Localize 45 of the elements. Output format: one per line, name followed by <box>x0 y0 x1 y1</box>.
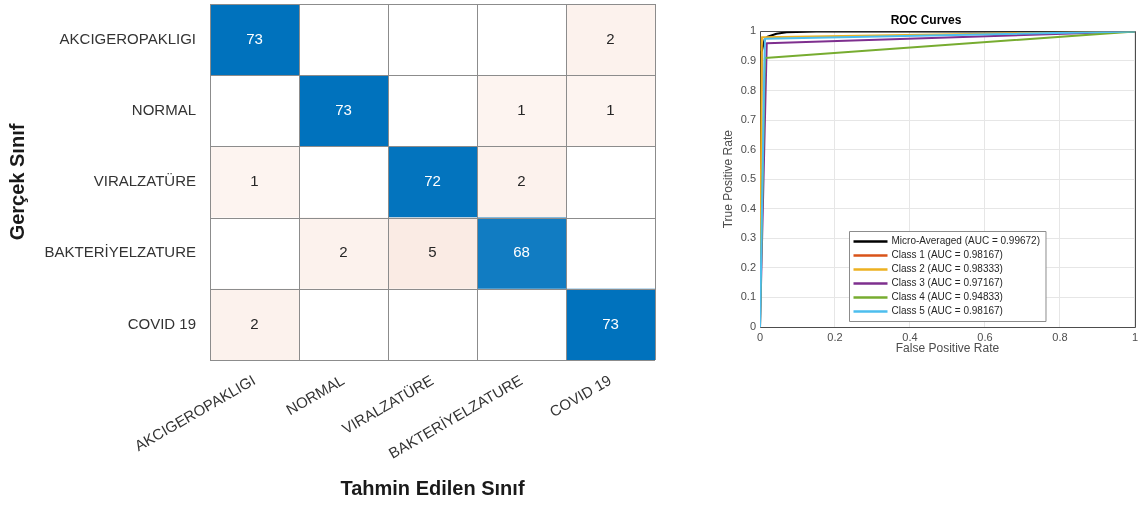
data-label: 1 <box>250 172 259 190</box>
data-label: 68 <box>513 243 530 261</box>
y-tick-label: 0.9 <box>740 53 756 66</box>
data-label: 1 <box>606 100 615 118</box>
y-tick-label: NORMAL <box>131 100 196 118</box>
legend-label: Micro-Averaged (AUC = 0.99672) <box>891 235 1040 247</box>
y-tick-label: 1 <box>749 24 756 37</box>
x-tick-label: 0.8 <box>1052 330 1068 343</box>
data-label: 2 <box>606 29 615 47</box>
y-tick-label: COVID 19 <box>127 314 196 332</box>
legend-label: Class 1 (AUC = 0.98167) <box>891 249 1003 261</box>
y-tick-label: AKCIGEROPAKLIGI <box>59 29 196 47</box>
data-label: 2 <box>339 243 348 261</box>
x-axis-title: False Positive Rate <box>895 341 1000 356</box>
y-tick-label: 0.3 <box>740 231 756 244</box>
y-tick-label: 0.6 <box>740 142 756 155</box>
y-tick-label: 0.5 <box>740 172 756 185</box>
x-tick-label: 0.2 <box>827 330 843 343</box>
y-tick-label: 0.8 <box>740 83 756 96</box>
y-tick-label: 0 <box>749 320 756 333</box>
chart-title: ROC Curves <box>890 12 962 27</box>
y-tick-label: 0.4 <box>740 201 756 214</box>
data-label: 73 <box>335 100 352 118</box>
y-tick-label: 0.7 <box>740 113 756 126</box>
data-label: 5 <box>428 243 437 261</box>
x-axis-title: Tahmin Edilen Sınıf <box>340 476 525 499</box>
data-label: 73 <box>602 314 619 332</box>
legend-label: Class 2 (AUC = 0.98333) <box>891 263 1003 275</box>
y-tick-label: 0.1 <box>740 290 756 303</box>
y-axis-title: True Positive Rate <box>720 129 735 229</box>
legend-label: Class 3 (AUC = 0.97167) <box>891 277 1003 289</box>
y-tick-label: 0.2 <box>740 260 756 273</box>
y-tick-label: BAKTERİYELZATURE <box>44 243 196 261</box>
data-label: 2 <box>517 172 526 190</box>
data-label: 72 <box>424 172 441 190</box>
data-label: 2 <box>250 314 259 332</box>
y-axis-title: Gerçek Sınıf <box>5 123 28 241</box>
legend-label: Class 4 (AUC = 0.94833) <box>891 291 1003 303</box>
data-label: 73 <box>246 29 263 47</box>
data-label: 1 <box>517 100 526 118</box>
y-tick-label: VIRALZATÜRE <box>93 172 196 190</box>
x-tick-label: 0.6 <box>977 330 993 343</box>
x-tick-label: 1 <box>1131 330 1138 343</box>
x-tick-label: 0.4 <box>902 330 918 343</box>
legend-label: Class 5 (AUC = 0.98167) <box>891 305 1003 317</box>
